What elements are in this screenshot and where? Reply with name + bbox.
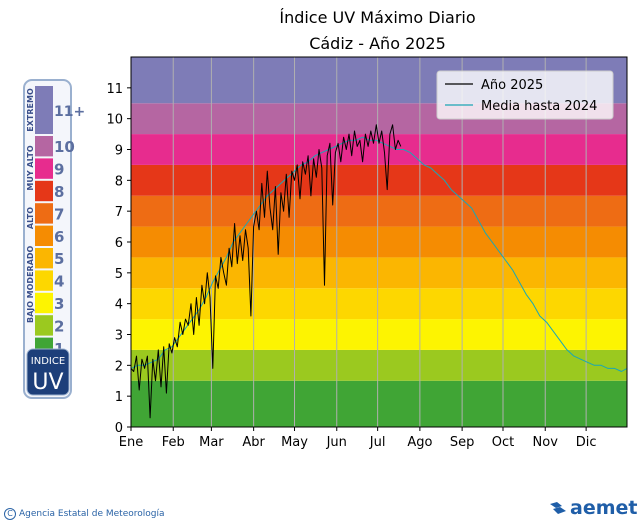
y-tick-label-5: 5 [115, 267, 123, 282]
uv-level-swatch-10 [35, 136, 53, 157]
uv-scale-legend: 11+10987654321EXTREMOMUY ALTOALTOMODERAD… [23, 79, 85, 399]
uv-level-label-10: 10 [54, 138, 75, 156]
x-tick-label-feb: Feb [162, 435, 185, 450]
uv-level-swatch-2 [35, 315, 53, 336]
series-lines [130, 124, 628, 419]
uv-level-label-9: 9 [54, 161, 64, 179]
aemet-logo: aemet [548, 497, 637, 519]
y-tick-label-10: 10 [106, 113, 123, 128]
x-tick-label-jul: Jul [369, 435, 386, 450]
uv-badge-top: INDICE [31, 356, 65, 367]
agency-name: Agencia Estatal de Meteorología [19, 509, 165, 519]
uv-band-7 [131, 164, 627, 196]
y-tick-label-3: 3 [115, 329, 123, 344]
uv-level-label-7: 7 [54, 205, 64, 223]
copyright-icon: C [4, 508, 16, 520]
uv-level-label-11+: 11+ [54, 104, 85, 120]
y-tick-label-9: 9 [115, 144, 123, 159]
x-tick-label-abr: Abr [242, 435, 265, 450]
y-tick-label-1: 1 [115, 390, 123, 405]
uv-band-3 [131, 288, 627, 320]
uv-level-swatch-11+ [35, 86, 53, 134]
uv-level-swatch-6 [35, 225, 53, 246]
legend-label-0: Año 2025 [481, 78, 543, 93]
uv-band-8 [131, 134, 627, 165]
y-tick-label-6: 6 [115, 236, 123, 251]
axes: Ene Feb Mar Abr May Jun Jul Ago Sep Oct Nov Dic 0 1 2 3… [106, 56, 628, 450]
series-line-a-o-2025 [130, 124, 402, 419]
uv-level-swatch-3 [35, 292, 53, 314]
uv-band-1 [131, 349, 627, 381]
uv-level-swatch-9 [35, 158, 53, 179]
uv-band-5 [131, 226, 627, 258]
uv-level-swatch-8 [35, 180, 53, 202]
y-tick-label-11: 11 [106, 82, 123, 97]
aemet-logo-icon [550, 502, 566, 514]
x-tick-label-mar: Mar [199, 435, 224, 450]
y-tick-label-4: 4 [115, 298, 123, 313]
uv-level-label-8: 8 [54, 183, 64, 201]
uv-category-bajo: BAJO [26, 301, 35, 323]
y-tick-label-7: 7 [115, 205, 123, 220]
uv-level-label-5: 5 [54, 250, 64, 268]
uv-band-2 [131, 319, 627, 350]
x-tick-label-oct: Oct [492, 435, 514, 450]
uv-level-label-3: 3 [54, 295, 64, 313]
uv-level-label-4: 4 [54, 273, 64, 291]
aemet-logo-text: aemet [570, 497, 638, 519]
plot-frame [130, 56, 628, 428]
uv-category-alto: ALTO [26, 207, 35, 229]
x-tick-label-jun: Jun [326, 435, 347, 450]
chart-subtitle: Cádiz - Año 2025 [309, 34, 446, 53]
uv-category-moderado: MODERADO [26, 245, 35, 298]
x-tick-label-ene: Ene [119, 435, 143, 450]
x-tick-label-nov: Nov [533, 435, 559, 450]
uv-level-label-2: 2 [54, 317, 64, 335]
x-tick-label-may: May [281, 435, 308, 450]
x-tick-label-dic: Dic [576, 435, 597, 450]
uv-level-label-6: 6 [54, 228, 64, 246]
uv-band-4 [131, 257, 627, 289]
legend[interactable]: Año 2025 Media hasta 2024 [436, 70, 614, 120]
chart-title: Índice UV Máximo Diario [279, 8, 476, 27]
agency-credit: C Agencia Estatal de Meteorología [4, 508, 165, 520]
y-tick-label-2: 2 [115, 359, 123, 374]
uv-badge [26, 348, 70, 396]
uv-badge-bottom: UV [32, 370, 63, 395]
x-tick-label-ago: Ago [407, 435, 432, 450]
uv-band-0 [131, 380, 627, 427]
y-tick-label-8: 8 [115, 174, 123, 189]
uv-level-swatch-7 [35, 203, 53, 224]
uv-band-6 [131, 195, 627, 227]
uv-level-swatch-4 [35, 270, 53, 291]
uv-category-muy-alto: MUY ALTO [26, 145, 35, 190]
uv-category-extremo: EXTREMO [26, 88, 35, 132]
uv-level-swatch-5 [35, 248, 53, 269]
x-tick-label-sep: Sep [450, 435, 475, 450]
legend-box [436, 70, 614, 120]
legend-label-1: Media hasta 2024 [481, 99, 597, 114]
y-tick-label-0: 0 [115, 421, 123, 436]
